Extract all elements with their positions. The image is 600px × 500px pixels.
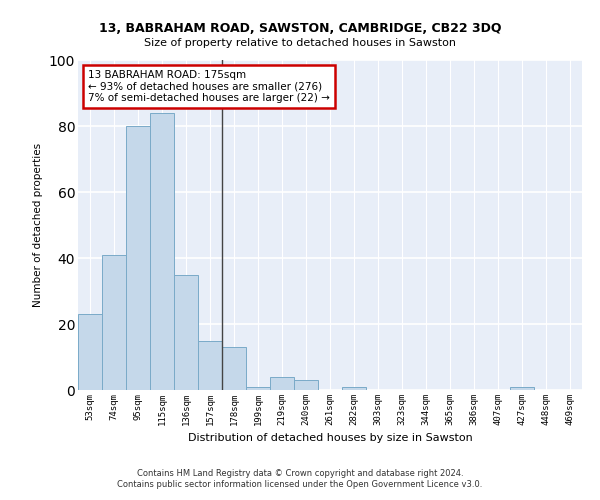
- Bar: [510, 386, 534, 390]
- Bar: [102, 254, 126, 390]
- Bar: [246, 386, 270, 390]
- Bar: [342, 386, 366, 390]
- Bar: [150, 113, 174, 390]
- Bar: [198, 340, 222, 390]
- Bar: [222, 347, 246, 390]
- Text: Size of property relative to detached houses in Sawston: Size of property relative to detached ho…: [144, 38, 456, 48]
- Bar: [78, 314, 102, 390]
- Bar: [174, 274, 198, 390]
- X-axis label: Distribution of detached houses by size in Sawston: Distribution of detached houses by size …: [188, 434, 472, 444]
- Text: 13 BABRAHAM ROAD: 175sqm
← 93% of detached houses are smaller (276)
7% of semi-d: 13 BABRAHAM ROAD: 175sqm ← 93% of detach…: [88, 70, 330, 103]
- Text: 13, BABRAHAM ROAD, SAWSTON, CAMBRIDGE, CB22 3DQ: 13, BABRAHAM ROAD, SAWSTON, CAMBRIDGE, C…: [99, 22, 501, 36]
- Bar: [294, 380, 318, 390]
- Text: Contains HM Land Registry data © Crown copyright and database right 2024.: Contains HM Land Registry data © Crown c…: [137, 468, 463, 477]
- Y-axis label: Number of detached properties: Number of detached properties: [33, 143, 43, 307]
- Bar: [270, 377, 294, 390]
- Text: Contains public sector information licensed under the Open Government Licence v3: Contains public sector information licen…: [118, 480, 482, 489]
- Bar: [126, 126, 150, 390]
